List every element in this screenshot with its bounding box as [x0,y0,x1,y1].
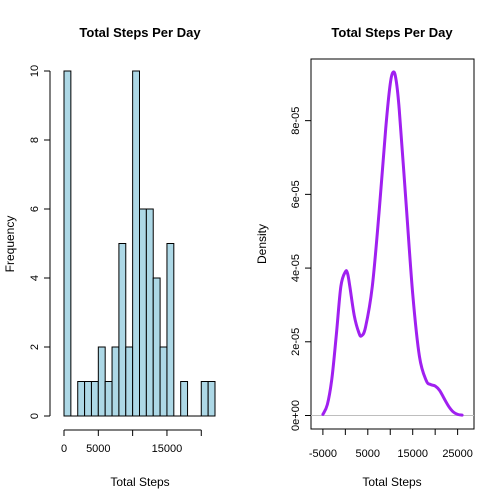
density-title: Total Steps Per Day [331,25,453,40]
density-panel: Total Steps Per Day Total Steps Density … [255,25,475,489]
density-x-tick-label: 15000 [397,448,428,460]
histogram-bar [104,381,113,417]
histogram-bar [84,381,92,417]
histogram-y-axis-label: Frequency [3,216,17,273]
histogram-bar [180,381,189,417]
histogram-y-tick-label: 8 [29,137,41,143]
density-y-tick-label: 8e-05 [290,107,302,135]
density-plot-box [310,58,475,430]
histogram-bar [111,346,120,417]
density-x-tick-label: 5000 [356,448,380,460]
density-y-tick-label: 2e-05 [290,328,302,356]
histogram-bar [90,381,99,417]
histogram-y-tick-label: 0 [29,413,41,419]
histogram-panel: Total Steps Per Day Total Steps Frequenc… [3,25,216,489]
histogram-y-tick-label: 2 [29,344,41,350]
histogram-bar [145,208,154,417]
density-x-tick-label: 25000 [442,448,473,460]
histogram-x-tick-label: 5000 [86,443,110,455]
histogram-bar [166,243,175,417]
histogram-bar [207,381,216,417]
histogram-bar [132,70,141,417]
histogram-title: Total Steps Per Day [79,25,201,40]
density-y-tick-label: 4e-05 [290,254,302,282]
histogram-bar [77,381,86,417]
density-y-axis-label: Density [255,224,269,264]
density-y-tick-label: 6e-05 [290,180,302,208]
density-x-axis: -5000 5000 15000 25000 [309,429,473,460]
density-y-axis: 0e+00 2e-05 4e-05 6e-05 8e-05 [290,107,311,431]
density-x-axis-label: Total Steps [362,475,421,489]
histogram-bar [200,381,209,417]
histogram-bar [139,208,147,417]
histogram-x-tick-label: 15000 [152,443,183,455]
density-curve [321,70,464,417]
histogram-bar [97,346,106,417]
histogram-bar [152,277,161,417]
histogram-x-tick-label: 0 [61,443,67,455]
histogram-y-tick-label: 10 [29,65,41,77]
histogram-x-axis-label: Total Steps [110,475,169,489]
histogram-y-tick-label: 6 [29,206,41,212]
histogram-bar [63,70,72,417]
density-y-tick-label: 0e+00 [290,400,302,431]
histogram-bars [63,70,216,417]
histogram-bar [125,346,134,417]
density-x-tick-label: -5000 [309,448,337,460]
histogram-y-axis: 0 2 4 6 8 10 [29,65,51,419]
histogram-bar [118,243,127,417]
histogram-x-axis: 0 5000 15000 [61,429,202,455]
histogram-bar [159,346,168,417]
histogram-y-tick-label: 4 [29,275,41,281]
